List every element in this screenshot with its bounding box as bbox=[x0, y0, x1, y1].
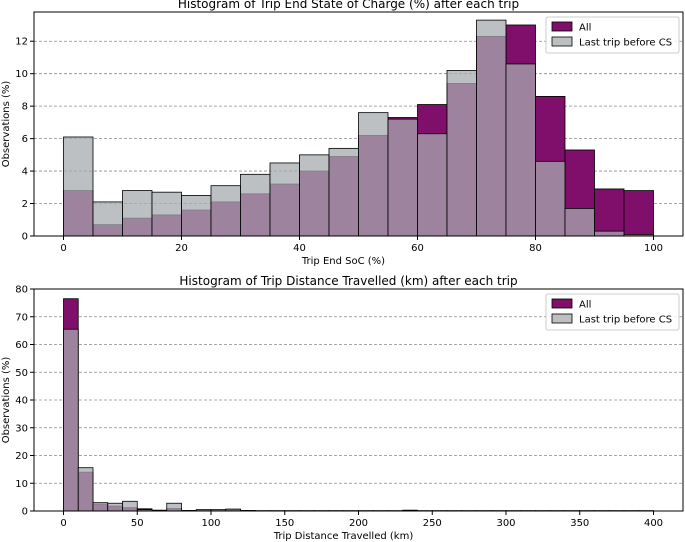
bar-last-trip bbox=[269, 162, 300, 237]
bar-last-trip bbox=[535, 160, 566, 237]
x-axis-label: Trip End SoC (%) bbox=[301, 256, 385, 267]
y-tick-label: 10 bbox=[15, 479, 28, 490]
chart-title: Histogram of Trip Distance Travelled (km… bbox=[179, 274, 517, 288]
bar-last-trip bbox=[92, 502, 109, 512]
bar-last-trip bbox=[107, 502, 123, 512]
legend-swatch bbox=[551, 298, 573, 309]
bar-last-trip bbox=[299, 154, 330, 237]
bar-all bbox=[623, 190, 654, 237]
y-tick-label: 70 bbox=[15, 312, 28, 323]
bar-last-trip bbox=[122, 190, 153, 237]
legend-swatch bbox=[551, 21, 573, 32]
axes-frame bbox=[33, 11, 684, 237]
y-axis-label: Observations (%) bbox=[1, 81, 12, 168]
bar-last-trip bbox=[181, 195, 212, 237]
x-tick-label: 150 bbox=[275, 518, 294, 529]
x-tick-label: 400 bbox=[644, 518, 663, 529]
bar-last-trip bbox=[210, 185, 241, 237]
y-tick-label: 30 bbox=[15, 423, 28, 434]
legend-box bbox=[545, 293, 680, 331]
y-tick-label: 4 bbox=[22, 167, 28, 178]
y-tick-label: 50 bbox=[15, 368, 28, 379]
bar-last-trip bbox=[240, 173, 271, 237]
bar-last-trip bbox=[417, 133, 448, 237]
x-tick-label: 40 bbox=[293, 243, 306, 254]
x-tick-label: 300 bbox=[496, 518, 515, 529]
y-tick-label: 8 bbox=[22, 102, 28, 113]
x-tick-label: 200 bbox=[349, 518, 368, 529]
x-tick-label: 20 bbox=[175, 243, 188, 254]
x-tick-label: 80 bbox=[529, 243, 542, 254]
y-tick-label: 0 bbox=[22, 507, 28, 518]
y-tick-label: 12 bbox=[15, 37, 28, 48]
y-tick-label: 2 bbox=[22, 199, 28, 210]
bar-all bbox=[594, 188, 625, 237]
bar-last-trip bbox=[166, 502, 182, 512]
y-tick-label: 40 bbox=[15, 396, 28, 407]
legend-label: All bbox=[579, 23, 591, 34]
legend: All Last trip before CS bbox=[545, 16, 680, 54]
chart-2: 0 50 100 150 200 250 300 350 400 0 10 20 30 40 50 60 70 8… bbox=[1, 274, 684, 542]
y-tick-label: 10 bbox=[15, 69, 28, 80]
legend-swatch bbox=[551, 36, 573, 47]
bar-last-trip bbox=[564, 208, 595, 237]
chart-1: 0 20 40 60 80 100 0 2 4 6 8 10 12 Histogram of Trip E… bbox=[1, 0, 684, 267]
bar-last-trip bbox=[151, 191, 182, 237]
y-axis-label: Observations (%) bbox=[1, 357, 12, 444]
bar-last-trip bbox=[594, 230, 625, 237]
legend-swatch bbox=[551, 313, 573, 324]
legend: All Last trip before CS bbox=[545, 293, 680, 331]
x-tick-label: 100 bbox=[201, 518, 220, 529]
x-tick-label: 350 bbox=[570, 518, 589, 529]
y-tick-label: 6 bbox=[22, 134, 28, 145]
bar-last-trip bbox=[92, 201, 123, 237]
bar-last-trip bbox=[122, 500, 138, 512]
bar-last-trip bbox=[446, 70, 477, 237]
x-tick-label: 50 bbox=[131, 518, 144, 529]
x-tick-label: 250 bbox=[423, 518, 442, 529]
bar-last-trip bbox=[476, 19, 507, 237]
bar-last-trip bbox=[505, 63, 536, 237]
bar-last-trip bbox=[328, 147, 359, 237]
y-tick-label: 20 bbox=[15, 451, 28, 462]
legend-label: Last trip before CS bbox=[579, 315, 672, 326]
x-axis-label: Trip Distance Travelled (km) bbox=[273, 531, 414, 542]
bar-last-trip bbox=[358, 112, 389, 237]
y-tick-label: 60 bbox=[15, 340, 28, 351]
x-tick-label: 100 bbox=[644, 243, 663, 254]
legend-box bbox=[545, 16, 680, 54]
chart-title: Histogram of Trip End State of Charge (%… bbox=[178, 0, 519, 11]
legend-label: All bbox=[579, 300, 591, 311]
x-tick-label: 60 bbox=[411, 243, 424, 254]
bar-last-trip bbox=[387, 118, 418, 237]
legend-label: Last trip before CS bbox=[579, 38, 672, 49]
bar-last-trip bbox=[63, 328, 79, 512]
y-tick-label: 0 bbox=[22, 232, 28, 243]
bar-last-trip bbox=[63, 136, 94, 237]
x-tick-label: 0 bbox=[60, 518, 66, 529]
bar-last-trip bbox=[77, 467, 94, 512]
y-tick-label: 80 bbox=[15, 285, 28, 296]
x-tick-label: 0 bbox=[60, 243, 66, 254]
